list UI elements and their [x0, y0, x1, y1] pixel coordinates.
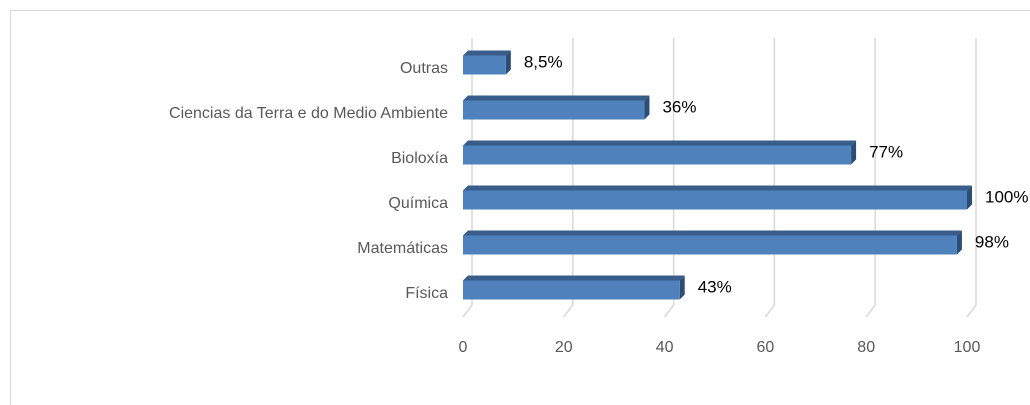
bar-top	[463, 185, 972, 191]
bar-side	[851, 140, 857, 165]
value-label: 8,5%	[524, 52, 563, 71]
x-tick-label: 60	[757, 339, 775, 356]
category-label: Matemáticas	[357, 240, 448, 257]
bar-front	[463, 280, 680, 300]
x-tick-label: 100	[954, 339, 981, 356]
value-label: 43%	[698, 277, 732, 296]
bar-front	[463, 235, 957, 255]
bar	[463, 50, 511, 75]
category-label: Química	[388, 195, 448, 212]
bar-top	[463, 275, 685, 281]
category-label: Bioloxía	[391, 150, 448, 167]
x-tick-label: 20	[555, 339, 573, 356]
bar	[463, 140, 857, 165]
grid-line	[462, 38, 473, 318]
value-label: 77%	[869, 142, 903, 161]
bar-side	[644, 95, 650, 120]
bar-front	[463, 55, 506, 75]
value-label: 100%	[985, 187, 1028, 206]
bar	[463, 95, 650, 120]
value-label: 98%	[975, 232, 1009, 251]
bar-side	[505, 50, 511, 75]
category-label: Outras	[400, 60, 448, 77]
value-label: 36%	[662, 97, 696, 116]
bar	[463, 185, 972, 210]
bar	[463, 275, 685, 300]
bar-side	[967, 185, 972, 210]
grid-line	[966, 38, 977, 318]
x-tick-label: 80	[857, 339, 875, 356]
category-label: Física	[405, 285, 448, 302]
x-tick-label: 40	[656, 339, 674, 356]
bar-top	[463, 95, 650, 101]
bar-top	[463, 140, 857, 146]
bar-front	[463, 145, 852, 165]
bar-side	[679, 275, 685, 300]
grid-line	[764, 38, 776, 318]
bar-side	[956, 230, 962, 255]
grid-line	[664, 38, 675, 318]
bar-top	[463, 50, 511, 56]
grid-line	[563, 38, 574, 318]
bar-top	[463, 230, 962, 236]
bar-front	[463, 190, 967, 210]
bar-front	[463, 100, 645, 120]
grid-line	[865, 38, 876, 318]
category-label: Ciencias da Terra e do Medio Ambiente	[169, 105, 448, 122]
x-tick-label: 0	[459, 339, 468, 356]
bar	[463, 230, 962, 255]
